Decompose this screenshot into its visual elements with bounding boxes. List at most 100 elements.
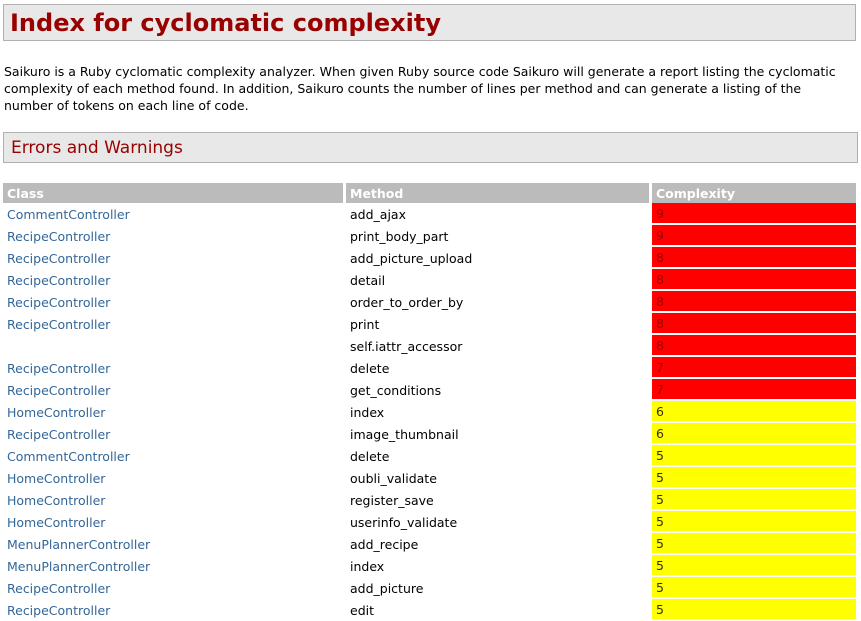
complexity-table: Class Method Complexity CommentControlle…: [3, 183, 856, 621]
class-cell: RecipeController: [3, 313, 346, 335]
class-link[interactable]: HomeController: [7, 514, 106, 530]
method-cell: add_picture_upload: [346, 247, 652, 269]
table-row: RecipeController edit 5: [3, 599, 856, 621]
class-link[interactable]: RecipeController: [7, 580, 111, 596]
class-link[interactable]: RecipeController: [7, 228, 111, 244]
class-link[interactable]: RecipeController: [7, 294, 111, 310]
table-row: RecipeController order_to_order_by 8: [3, 291, 856, 313]
method-cell: index: [346, 401, 652, 423]
table-row: RecipeController detail 8: [3, 269, 856, 291]
header-complexity: Complexity: [652, 183, 856, 203]
table-row: HomeController register_save 5: [3, 489, 856, 511]
class-cell: RecipeController: [3, 577, 346, 599]
class-link[interactable]: MenuPlannerController: [7, 558, 151, 574]
table-row: HomeController index 6: [3, 401, 856, 423]
class-cell: CommentController: [3, 203, 346, 225]
class-link[interactable]: HomeController: [7, 492, 106, 508]
header-method: Method: [346, 183, 652, 203]
table-row: self.iattr_accessor 8: [3, 335, 856, 357]
class-cell: RecipeController: [3, 269, 346, 291]
class-cell: HomeController: [3, 401, 346, 423]
page-title: Index for cyclomatic complexity: [10, 9, 441, 37]
class-link[interactable]: RecipeController: [7, 602, 111, 618]
complexity-cell: 9: [652, 225, 856, 247]
table-row: RecipeController delete 7: [3, 357, 856, 379]
complexity-cell: 5: [652, 599, 856, 621]
class-link[interactable]: CommentController: [7, 448, 130, 464]
class-link[interactable]: HomeController: [7, 404, 106, 420]
method-cell: oubli_validate: [346, 467, 652, 489]
complexity-cell: 9: [652, 203, 856, 225]
class-link[interactable]: RecipeController: [7, 360, 111, 376]
table-row: MenuPlannerController index 5: [3, 555, 856, 577]
table-row: HomeController oubli_validate 5: [3, 467, 856, 489]
method-cell: detail: [346, 269, 652, 291]
complexity-cell: 5: [652, 489, 856, 511]
class-cell: MenuPlannerController: [3, 555, 346, 577]
complexity-cell: 7: [652, 379, 856, 401]
table-row: RecipeController add_picture_upload 8: [3, 247, 856, 269]
class-cell: RecipeController: [3, 423, 346, 445]
complexity-cell: 8: [652, 291, 856, 313]
section-title: Errors and Warnings: [11, 138, 183, 158]
complexity-cell: 8: [652, 269, 856, 291]
complexity-cell: 5: [652, 577, 856, 599]
complexity-cell: 5: [652, 511, 856, 533]
table-row: RecipeController add_picture 5: [3, 577, 856, 599]
complexity-cell: 6: [652, 401, 856, 423]
method-cell: self.iattr_accessor: [346, 335, 652, 357]
complexity-cell: 8: [652, 335, 856, 357]
complexity-cell: 5: [652, 445, 856, 467]
class-cell: HomeController: [3, 511, 346, 533]
method-cell: userinfo_validate: [346, 511, 652, 533]
class-link[interactable]: RecipeController: [7, 426, 111, 442]
class-link[interactable]: RecipeController: [7, 250, 111, 266]
method-cell: edit: [346, 599, 652, 621]
complexity-cell: 5: [652, 467, 856, 489]
class-cell: [3, 335, 346, 357]
class-link[interactable]: CommentController: [7, 206, 130, 222]
complexity-cell: 8: [652, 247, 856, 269]
class-cell: CommentController: [3, 445, 346, 467]
complexity-cell: 7: [652, 357, 856, 379]
method-cell: print: [346, 313, 652, 335]
complexity-cell: 6: [652, 423, 856, 445]
class-link[interactable]: RecipeController: [7, 316, 111, 332]
method-cell: delete: [346, 445, 652, 467]
class-link[interactable]: MenuPlannerController: [7, 536, 151, 552]
section-header: Errors and Warnings: [3, 132, 858, 163]
class-link[interactable]: RecipeController: [7, 382, 111, 398]
method-cell: add_recipe: [346, 533, 652, 555]
method-cell: delete: [346, 357, 652, 379]
class-cell: HomeController: [3, 489, 346, 511]
table-row: CommentController delete 5: [3, 445, 856, 467]
class-cell: MenuPlannerController: [3, 533, 346, 555]
class-cell: RecipeController: [3, 247, 346, 269]
class-link[interactable]: RecipeController: [7, 272, 111, 288]
method-cell: register_save: [346, 489, 652, 511]
method-cell: print_body_part: [346, 225, 652, 247]
method-cell: image_thumbnail: [346, 423, 652, 445]
class-cell: RecipeController: [3, 599, 346, 621]
class-link[interactable]: HomeController: [7, 470, 106, 486]
table-row: RecipeController image_thumbnail 6: [3, 423, 856, 445]
complexity-cell: 5: [652, 533, 856, 555]
method-cell: order_to_order_by: [346, 291, 652, 313]
class-cell: HomeController: [3, 467, 346, 489]
method-cell: add_picture: [346, 577, 652, 599]
table-body: CommentController add_ajax 9 RecipeControll…: [3, 203, 856, 621]
intro-text: Saikuro is a Ruby cyclomatic complexity …: [4, 64, 836, 113]
table-row: MenuPlannerController add_recipe 5: [3, 533, 856, 555]
table-row: RecipeController get_conditions 7: [3, 379, 856, 401]
class-cell: RecipeController: [3, 225, 346, 247]
title-bar: Index for cyclomatic complexity: [3, 4, 856, 41]
table-row: CommentController add_ajax 9: [3, 203, 856, 225]
table-row: RecipeController print_body_part 9: [3, 225, 856, 247]
class-cell: RecipeController: [3, 357, 346, 379]
table-header-row: Class Method Complexity: [3, 183, 856, 203]
method-cell: get_conditions: [346, 379, 652, 401]
header-class: Class: [3, 183, 346, 203]
table-row: RecipeController print 8: [3, 313, 856, 335]
complexity-cell: 5: [652, 555, 856, 577]
method-cell: index: [346, 555, 652, 577]
